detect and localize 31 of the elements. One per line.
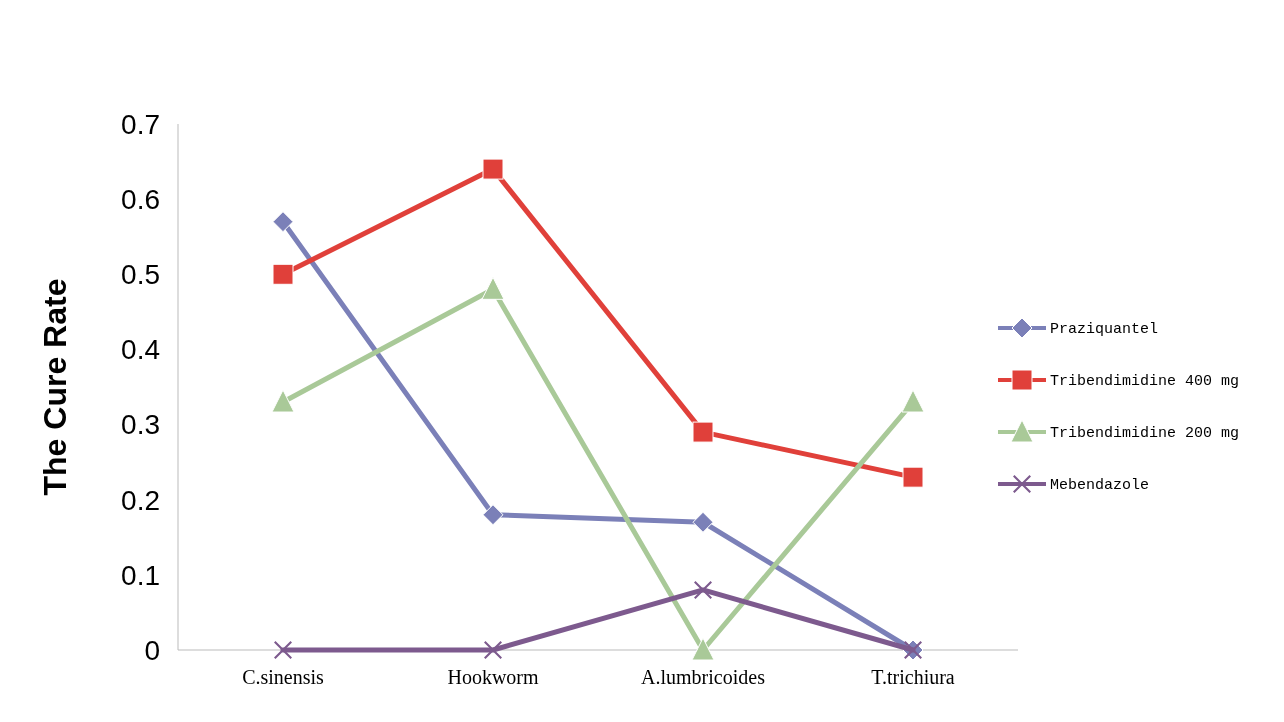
y-axis-title: The Cure Rate	[37, 278, 73, 496]
point	[692, 511, 714, 533]
x-tick-label: A.lumbricoides	[641, 666, 766, 688]
y-tick-label: 0.1	[121, 559, 160, 591]
point	[694, 580, 712, 599]
y-tick-label: 0.2	[121, 484, 160, 516]
point	[272, 263, 294, 285]
legend-label: Tribendimidine 400 mg	[1050, 373, 1240, 391]
legend-label: Tribendimidine 200 mg	[1050, 425, 1240, 443]
point	[902, 466, 924, 488]
y-tick-label: 0.4	[121, 334, 160, 366]
x-tick-label: Hookworm	[447, 666, 539, 688]
y-tick-label: 0	[144, 634, 160, 666]
y-tick-label: 0.5	[121, 259, 160, 291]
legend-label: Mebendazole	[1050, 477, 1150, 495]
point	[691, 637, 715, 661]
point	[484, 641, 502, 659]
legend-label: Praziquantel	[1050, 321, 1159, 339]
y-tick-label: 0.7	[121, 108, 160, 140]
x-tick-label: T.trichiura	[871, 666, 955, 688]
point	[901, 389, 925, 413]
point	[482, 504, 504, 526]
y-tick-label: 0.3	[121, 409, 160, 441]
point	[481, 276, 505, 300]
point	[271, 389, 295, 413]
point	[482, 158, 504, 180]
point	[692, 421, 714, 443]
x-tick-label: C.sinensis	[242, 666, 325, 688]
point	[274, 641, 292, 659]
y-tick-label: 0.6	[121, 183, 160, 215]
point	[272, 211, 294, 233]
